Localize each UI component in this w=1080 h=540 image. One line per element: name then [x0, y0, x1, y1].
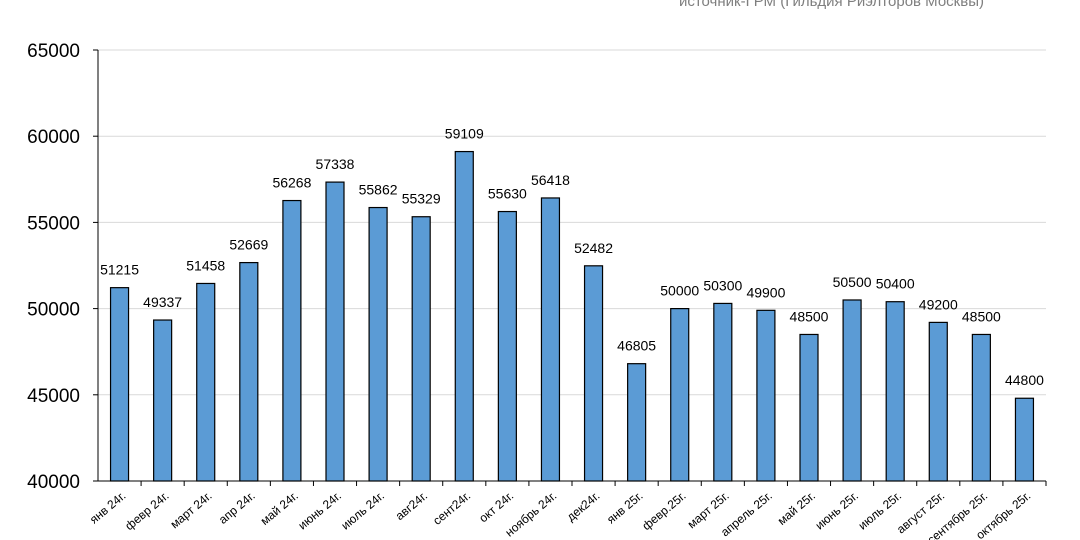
bar-value-label: 46805: [617, 338, 656, 354]
bar: [282, 199, 302, 482]
bar-value-label: 50400: [876, 276, 915, 292]
bar-value-label: 50500: [833, 274, 872, 290]
x-category-label: июнь 24г.: [295, 489, 343, 533]
bar: [928, 321, 948, 482]
bar: [325, 181, 345, 482]
bar-value-label: 56418: [531, 172, 570, 188]
bar: [713, 302, 733, 482]
bar-value-label: 55329: [402, 191, 441, 207]
bar-value-label: 49900: [746, 284, 785, 300]
bar-value-label: 50300: [703, 277, 742, 293]
bar: [239, 261, 259, 482]
bar: [196, 282, 216, 482]
bar: [109, 287, 130, 482]
bar-value-label: 49200: [919, 296, 958, 312]
bar-value-label: 49337: [143, 294, 182, 310]
bar: [842, 299, 862, 482]
bar: [971, 333, 991, 482]
y-tick-label: 40000: [27, 472, 80, 493]
y-tick-label: 45000: [27, 386, 80, 407]
y-axis-ticks: 40000 45000 50000 55000 60000 65000: [27, 41, 80, 493]
y-tick-label: 50000: [27, 300, 80, 321]
bar-value-label: 48500: [962, 308, 1001, 324]
bar-value-label: 59109: [445, 126, 484, 142]
bar: [583, 265, 604, 482]
bar-value-label: 55630: [488, 186, 527, 202]
bar: [756, 309, 776, 482]
bar: [1014, 397, 1035, 482]
y-tick-label: 55000: [27, 213, 80, 234]
y-tick-label: 65000: [27, 41, 80, 62]
bars: [109, 150, 1035, 482]
bar: [627, 363, 647, 482]
x-category-label: февр 24г.: [122, 489, 171, 533]
x-category-label: янв 24г.: [87, 489, 129, 527]
bar-value-label: 55862: [359, 182, 398, 198]
x-category-label: дек24г.: [564, 489, 603, 524]
x-category-label: сент24г.: [430, 489, 473, 528]
bar-value-label: 44800: [1005, 372, 1044, 388]
x-category-label: апр 24г.: [216, 489, 258, 527]
x-category-label: май 24г.: [258, 489, 301, 528]
chart-source-subtitle: источник-ГРМ (Гильдия Риэлторов Москвы): [679, 0, 984, 10]
bar: [885, 301, 905, 482]
x-category-label: авг24г.: [393, 489, 430, 524]
bar: [497, 210, 517, 482]
axes: [93, 49, 1047, 486]
x-category-label: янв 25г.: [604, 489, 646, 527]
bar-value-label: 51215: [100, 262, 139, 278]
bar: [153, 319, 173, 482]
x-category-label: март 24г.: [168, 489, 215, 532]
y-tick-label: 60000: [27, 127, 80, 148]
x-category-label: июнь 25г.: [813, 489, 861, 533]
x-category-label: июль 24г.: [338, 489, 387, 533]
bar-value-label: 57338: [316, 156, 355, 172]
bar: [670, 308, 690, 482]
bar: [411, 216, 431, 482]
bar-value-label: 52669: [229, 237, 268, 253]
bar-value-label: 56268: [272, 175, 311, 191]
bar-value-label: 52482: [574, 240, 613, 256]
x-category-label: февр.25г.: [639, 489, 688, 533]
bar: [799, 333, 819, 482]
bar: [368, 206, 388, 482]
bar: [540, 197, 561, 482]
x-axis-categories: янв 24г.февр 24г.март 24г. апр 24г. май 24…: [87, 489, 1033, 540]
x-category-label: окт 24г.: [476, 489, 516, 526]
bar-value-label: 51458: [186, 257, 225, 273]
bar: [454, 150, 474, 482]
bar-value-label: 48500: [790, 308, 829, 324]
x-category-label: май 25г.: [775, 489, 818, 528]
bar-value-label: 50000: [660, 283, 699, 299]
